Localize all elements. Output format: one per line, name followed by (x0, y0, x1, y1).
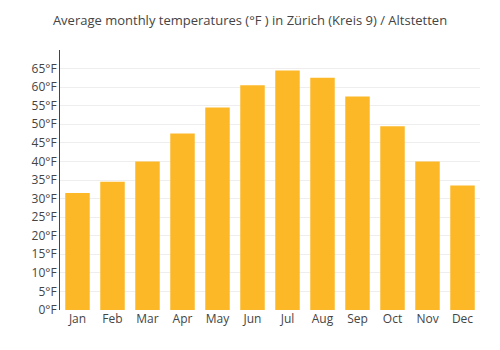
svg-text:Jul: Jul (280, 310, 295, 327)
svg-text:Mar: Mar (136, 310, 158, 327)
svg-text:15°F: 15°F (32, 245, 57, 262)
svg-text:Jan: Jan (68, 310, 86, 327)
svg-text:50°F: 50°F (32, 115, 57, 132)
svg-text:Apr: Apr (173, 310, 193, 327)
svg-text:May: May (206, 310, 230, 327)
svg-text:65°F: 65°F (32, 60, 57, 77)
svg-text:Aug: Aug (312, 310, 334, 327)
svg-text:55°F: 55°F (32, 97, 57, 114)
svg-text:30°F: 30°F (32, 190, 57, 207)
svg-text:Sep: Sep (347, 310, 368, 327)
svg-text:Feb: Feb (102, 310, 122, 327)
svg-text:Jun: Jun (243, 310, 262, 327)
svg-text:0°F: 0°F (38, 301, 56, 318)
svg-text:20°F: 20°F (32, 227, 57, 244)
svg-text:25°F: 25°F (32, 208, 57, 225)
svg-text:Nov: Nov (416, 310, 438, 327)
svg-text:Dec: Dec (452, 310, 473, 327)
svg-text:60°F: 60°F (32, 78, 57, 95)
svg-text:10°F: 10°F (32, 264, 57, 281)
svg-text:Oct: Oct (383, 310, 402, 327)
svg-text:40°F: 40°F (32, 153, 57, 170)
svg-text:Average monthly temperatures (: Average monthly temperatures (°F ) in Zü… (53, 11, 447, 29)
svg-text:45°F: 45°F (32, 134, 57, 151)
svg-text:5°F: 5°F (38, 283, 56, 300)
svg-text:35°F: 35°F (32, 171, 57, 188)
